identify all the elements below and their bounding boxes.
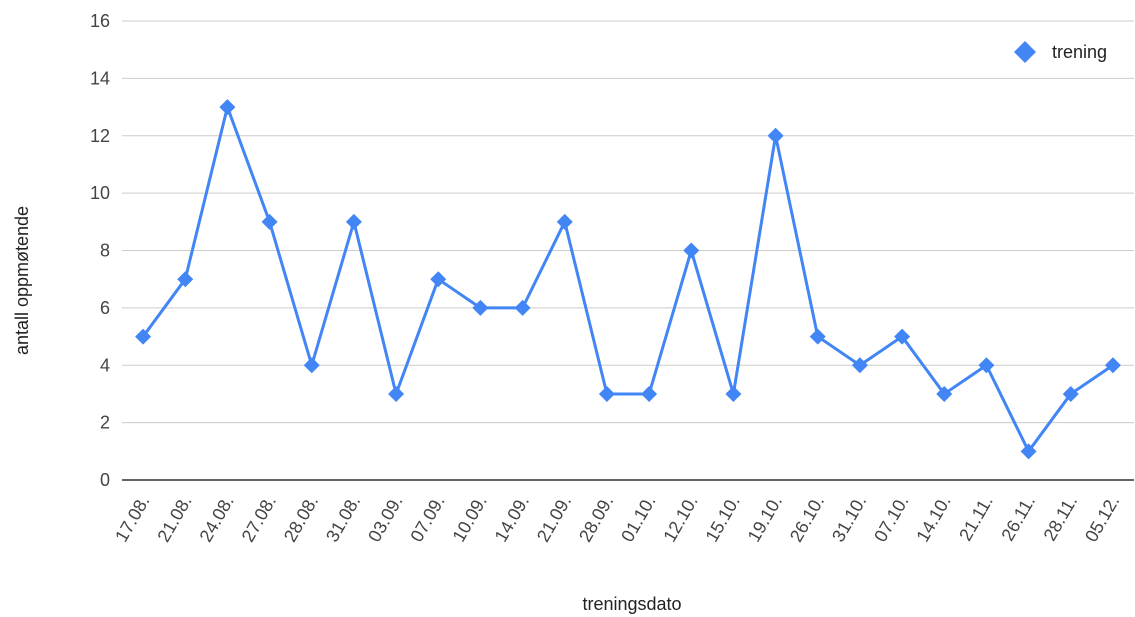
data-point[interactable] [177,271,194,288]
data-point[interactable] [809,328,826,345]
series-line [141,105,1114,453]
x-tick-label: 05.12. [1081,492,1123,545]
x-tick-label: 26.10. [786,492,828,545]
x-tick-label: 17.08. [111,492,153,545]
x-tick-label: 21.11. [955,492,997,544]
data-point[interactable] [978,357,995,374]
x-tick-label: 01.10. [617,492,659,545]
x-tick-label: 07.10. [870,492,912,545]
y-tick-label: 4 [100,355,110,375]
x-tick-label: 21.08. [153,492,195,545]
x-tick-label: 28.11. [1040,492,1082,544]
x-tick-label: 31.08. [322,492,364,545]
data-point[interactable] [767,127,784,144]
data-point[interactable] [683,242,700,259]
data-point[interactable] [261,213,278,230]
x-tick-label: 12.10. [659,492,701,545]
data-point[interactable] [851,357,868,374]
data-point[interactable] [936,385,953,402]
x-tick-label: 28.09. [575,492,617,545]
x-tick-label: 27.08. [238,492,280,545]
data-point[interactable] [556,213,573,230]
y-tick-label: 2 [100,413,110,433]
x-tick-label: 15.10. [702,492,744,545]
y-axis-ticks: 0 2 4 6 8 10 12 14 16 [90,11,110,490]
x-tick-label: 14.09. [491,492,533,545]
x-axis-title: treningsdato [582,594,681,614]
x-tick-label: 21.09. [533,492,575,545]
data-point[interactable] [641,385,658,402]
x-tick-label: 31.10. [828,492,870,545]
data-point[interactable] [598,385,615,402]
data-point[interactable] [303,357,320,374]
data-point[interactable] [1020,443,1037,460]
data-point[interactable] [472,299,489,316]
y-tick-label: 16 [90,11,110,31]
x-tick-label: 28.08. [280,492,322,545]
legend-marker-diamond [1014,41,1036,63]
data-point[interactable] [219,99,236,116]
x-tick-label: 07.09. [406,492,448,545]
series-trening [135,99,1121,460]
data-point[interactable] [894,328,911,345]
x-tick-label: 19.10. [744,492,786,545]
data-point[interactable] [1104,357,1121,374]
gridlines [122,20,1134,424]
x-tick-label: 14.10. [912,492,954,545]
x-tick-label: 10.09. [449,492,491,545]
y-tick-label: 0 [100,470,110,490]
data-point[interactable] [135,328,152,345]
x-axis-ticks: 17.08. 21.08. 24.08. 27.08. 28.08. 31.08. 03.0… [111,492,1123,545]
y-tick-label: 6 [100,298,110,318]
data-point[interactable] [388,385,405,402]
x-tick-label: 24.08. [196,492,238,545]
data-point[interactable] [430,271,447,288]
y-tick-label: 14 [90,68,110,88]
data-point[interactable] [345,213,362,230]
data-point[interactable] [514,299,531,316]
legend[interactable]: trening [1014,41,1107,63]
data-point[interactable] [725,385,742,402]
data-point[interactable] [1062,385,1079,402]
y-tick-label: 10 [90,183,110,203]
x-tick-label: 26.11. [997,492,1039,544]
y-axis-title: antall oppmøtende [12,206,32,355]
legend-label: trening [1052,42,1107,62]
x-tick-label: 03.09. [364,492,406,545]
y-tick-label: 12 [90,126,110,146]
y-tick-label: 8 [100,241,110,261]
